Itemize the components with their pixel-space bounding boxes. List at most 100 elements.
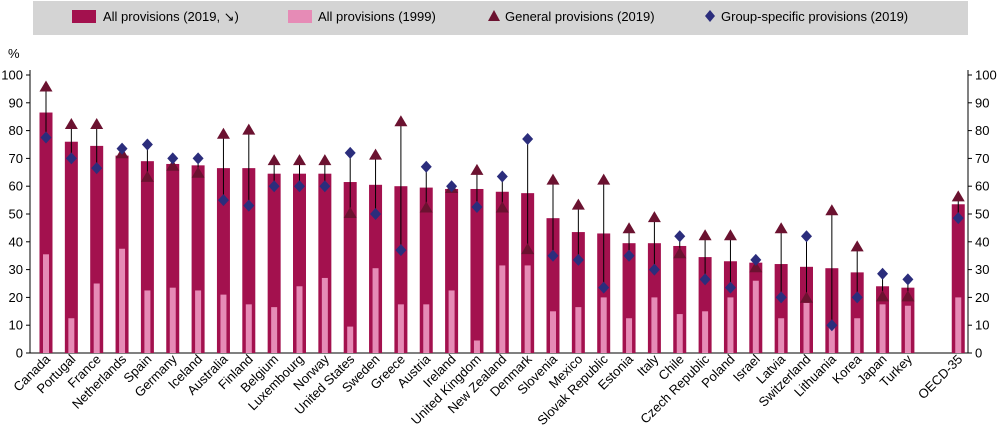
marker-group	[547, 249, 559, 262]
bar-1999	[423, 304, 430, 353]
marker-group	[572, 253, 584, 266]
y-tick-label-right: 50	[975, 207, 989, 222]
marker-general	[343, 207, 357, 218]
bar-2019	[419, 187, 433, 353]
bar-2019	[166, 163, 180, 353]
y-tick-label-right: 90	[975, 95, 989, 110]
marker-general	[419, 201, 433, 213]
bar-1999	[499, 265, 506, 353]
marker-group	[40, 131, 52, 144]
y-tick-label-left: 20	[9, 290, 23, 305]
bar-1999	[955, 297, 962, 353]
marker-group	[522, 132, 534, 145]
marker-general	[571, 198, 585, 210]
marker-general	[318, 154, 332, 166]
legend-label-general: General provisions (2019)	[505, 9, 655, 24]
bar-2019	[951, 204, 965, 353]
marker-general	[800, 291, 813, 303]
marker-group	[395, 244, 407, 257]
bar-1999	[904, 305, 911, 353]
marker-group	[851, 291, 863, 304]
bar-1999	[550, 311, 556, 353]
y-tick-label-right: 10	[975, 318, 989, 333]
bar-1999	[448, 290, 455, 353]
y-tick-label-right: 80	[975, 123, 989, 138]
bar-2019	[293, 173, 306, 353]
bar-2019	[850, 272, 864, 353]
bar-1999	[575, 307, 582, 353]
bar-2019	[39, 112, 53, 353]
marker-group	[471, 201, 483, 214]
y-tick-label-left: 60	[9, 179, 23, 194]
bar-1999	[397, 304, 404, 353]
legend-marker-group	[705, 10, 715, 22]
marker-group	[750, 253, 762, 266]
bar-2019	[318, 173, 332, 353]
marker-group	[319, 180, 331, 193]
bar-2019	[191, 165, 205, 353]
marker-general	[64, 118, 78, 130]
marker-group	[344, 146, 356, 159]
y-tick-label-left: 100	[1, 68, 23, 83]
y-tick-label-right: 100	[975, 68, 997, 83]
legend-label-all-1999: All provisions (1999)	[318, 9, 436, 24]
marker-group	[217, 194, 229, 207]
bar-1999	[296, 286, 303, 353]
bar-2019	[546, 218, 560, 353]
y-axis-unit: %	[8, 46, 20, 61]
marker-general	[39, 80, 53, 92]
bar-1999	[676, 314, 683, 353]
bar-1999	[879, 304, 886, 353]
marker-general	[495, 201, 509, 213]
marker-general	[876, 290, 890, 302]
marker-general	[470, 163, 484, 175]
marker-group	[91, 162, 103, 175]
y-tick-label-right: 0	[975, 346, 982, 361]
marker-group	[243, 199, 255, 212]
marker-general	[723, 229, 737, 241]
marker-group	[699, 273, 711, 286]
marker-general	[850, 240, 864, 252]
marker-group	[952, 212, 964, 225]
legend: All provisions (2019, ↘) All provisions (…	[33, 1, 968, 35]
bar-2019	[774, 264, 788, 353]
bar-1999	[752, 280, 759, 353]
legend-swatch-all-1999	[288, 10, 312, 23]
bar-1999	[321, 277, 328, 353]
marker-general	[166, 159, 180, 171]
y-tick-label-left: 80	[9, 123, 23, 138]
bar-2019	[216, 168, 230, 353]
marker-general	[673, 247, 687, 259]
bar-1999	[220, 294, 227, 353]
marker-general	[521, 243, 535, 255]
marker-group	[775, 291, 787, 304]
marker-group	[724, 281, 736, 294]
bar-1999	[651, 297, 658, 353]
legend-background	[33, 1, 968, 35]
bar-2019	[445, 188, 459, 353]
bar-2019	[394, 186, 408, 353]
bar-1999	[119, 248, 126, 353]
bars	[39, 112, 965, 353]
marker-general	[369, 148, 383, 160]
y-tick-label-left: 70	[9, 151, 23, 166]
marker-group	[877, 267, 889, 280]
bar-1999	[43, 254, 49, 353]
marker-general	[698, 229, 712, 241]
legend-label-group: Group-specific provisions (2019)	[721, 9, 908, 24]
marker-group	[370, 208, 382, 220]
bar-1999	[727, 297, 734, 353]
bar-2019	[343, 182, 357, 353]
bar-1999	[372, 268, 379, 353]
y-tick-label-right: 70	[975, 151, 989, 166]
marker-general	[394, 115, 408, 127]
bar-2019	[673, 245, 687, 353]
bar-1999	[144, 290, 151, 353]
bar-2019	[242, 168, 256, 353]
marker-general	[90, 118, 104, 130]
marker-group	[192, 152, 204, 165]
bar-1999	[854, 318, 861, 353]
markers	[39, 80, 965, 332]
bar-1999	[626, 318, 633, 353]
